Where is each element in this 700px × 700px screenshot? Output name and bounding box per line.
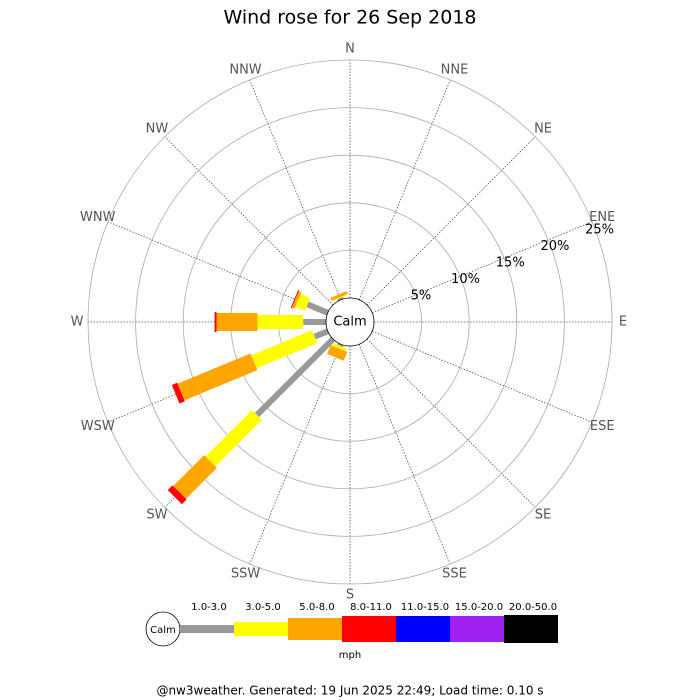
- spoke: [249, 79, 342, 300]
- ring-label: 15%: [496, 255, 525, 270]
- ring-label: 10%: [451, 272, 480, 287]
- legend-swatch: [450, 616, 504, 642]
- legend-swatch: [180, 625, 234, 633]
- legend-swatch: [504, 615, 558, 643]
- direction-label: NNW: [229, 62, 261, 77]
- bar-segment: [205, 410, 262, 467]
- ring: [87, 59, 613, 585]
- legend-label: 11.0-15.0: [401, 602, 449, 613]
- bar-segment: [306, 301, 329, 316]
- spoke: [358, 79, 451, 300]
- ring-label: 20%: [540, 239, 569, 254]
- bar-segment: [313, 328, 329, 340]
- bar-segment: [251, 330, 318, 369]
- direction-label: SE: [535, 508, 551, 523]
- legend-calm-label: Calm: [150, 625, 176, 636]
- legend-label: 20.0-50.0: [509, 602, 557, 613]
- legend-unit: mph: [339, 650, 361, 661]
- bar-segment: [330, 291, 349, 301]
- bar-segment: [167, 485, 187, 505]
- legend-swatch: [396, 616, 450, 642]
- ring-label: 5%: [411, 288, 432, 303]
- footer: @nw3weather. Generated: 19 Jun 2025 22:4…: [156, 684, 543, 698]
- bar-segment: [254, 336, 336, 418]
- calm-label: Calm: [333, 315, 366, 330]
- bar-segment: [327, 345, 348, 361]
- ring-label: 25%: [585, 222, 614, 237]
- legend-swatch: [342, 616, 396, 642]
- spoke: [372, 330, 593, 423]
- chart-title: Wind rose for 26 Sep 2018: [223, 7, 476, 29]
- direction-label: WSW: [81, 419, 115, 434]
- bar-segment: [177, 353, 258, 401]
- spoke: [107, 221, 328, 314]
- direction-label: W: [71, 315, 84, 330]
- direction-label: ESE: [590, 419, 615, 434]
- spoke: [164, 136, 334, 306]
- direction-label: NNE: [441, 62, 469, 77]
- calm-circle: [325, 297, 375, 347]
- legend-label: 1.0-3.0: [191, 602, 226, 613]
- bar-segment: [332, 343, 347, 352]
- legend-label: 8.0-11.0: [350, 602, 392, 613]
- bar-segment: [295, 293, 311, 311]
- spoke: [249, 344, 342, 565]
- legend-swatch: [234, 622, 288, 636]
- direction-label: S: [346, 588, 354, 603]
- direction-label: SW: [146, 508, 167, 523]
- ring: [182, 154, 518, 490]
- legend-label: 3.0-5.0: [245, 602, 280, 613]
- legend-swatch: [288, 618, 342, 640]
- direction-label: SSE: [442, 567, 467, 582]
- ring: [135, 107, 565, 537]
- bar-segment: [171, 382, 185, 404]
- direction-label: SSW: [231, 567, 261, 582]
- legend-label: 15.0-20.0: [455, 602, 503, 613]
- direction-label: NE: [534, 121, 552, 136]
- spoke: [358, 344, 451, 565]
- direction-label: N: [345, 42, 355, 57]
- spoke: [366, 338, 536, 508]
- spoke: [366, 136, 536, 306]
- direction-label: WNW: [80, 210, 116, 225]
- direction-label: ENE: [589, 210, 615, 225]
- spoke: [372, 221, 593, 314]
- bar-segment: [173, 455, 217, 499]
- direction-label: E: [619, 315, 627, 330]
- direction-label: NW: [146, 121, 169, 136]
- bar-segment: [291, 291, 302, 309]
- legend-label: 5.0-8.0: [299, 602, 334, 613]
